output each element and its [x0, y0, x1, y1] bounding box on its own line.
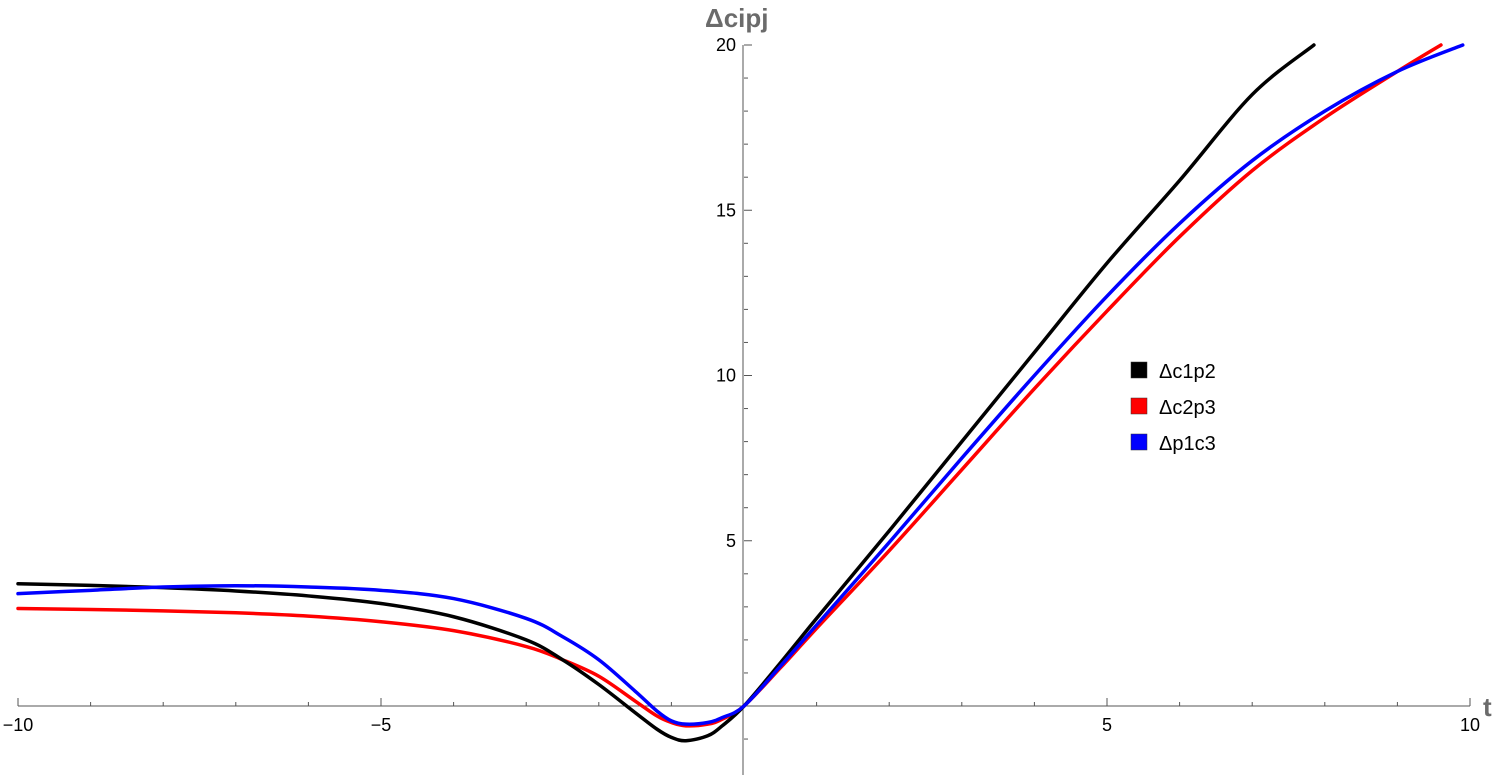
series-line-0: [16, 43, 1316, 743]
x-axis-title: t: [1483, 692, 1492, 722]
legend: Δc1p2 Δc2p3 Δp1c3: [1130, 361, 1216, 455]
legend-label: Δc1p2: [1159, 361, 1216, 383]
y-tick-label: 5: [726, 531, 736, 551]
y-axis-ticks: 5 10 15 20: [716, 35, 752, 740]
legend-swatch: [1130, 397, 1148, 415]
y-tick-label: 20: [716, 35, 736, 55]
y-tick-label: 10: [716, 366, 736, 386]
x-tick-label: 5: [1102, 715, 1112, 735]
legend-label: Δc2p3: [1159, 397, 1216, 419]
x-tick-label: −10: [3, 715, 34, 735]
legend-swatch: [1130, 433, 1148, 451]
y-axis-title: Δcipj: [705, 3, 768, 33]
legend-label: Δp1c3: [1159, 433, 1216, 455]
x-axis-ticks: −10 −5 5 10: [3, 698, 1480, 735]
y-tick-label: 15: [716, 200, 736, 220]
x-tick-label: 10: [1460, 715, 1480, 735]
legend-swatch: [1130, 361, 1148, 379]
series-line-2: [16, 43, 1465, 726]
x-tick-label: −5: [371, 715, 392, 735]
series-layer: [16, 43, 1465, 743]
